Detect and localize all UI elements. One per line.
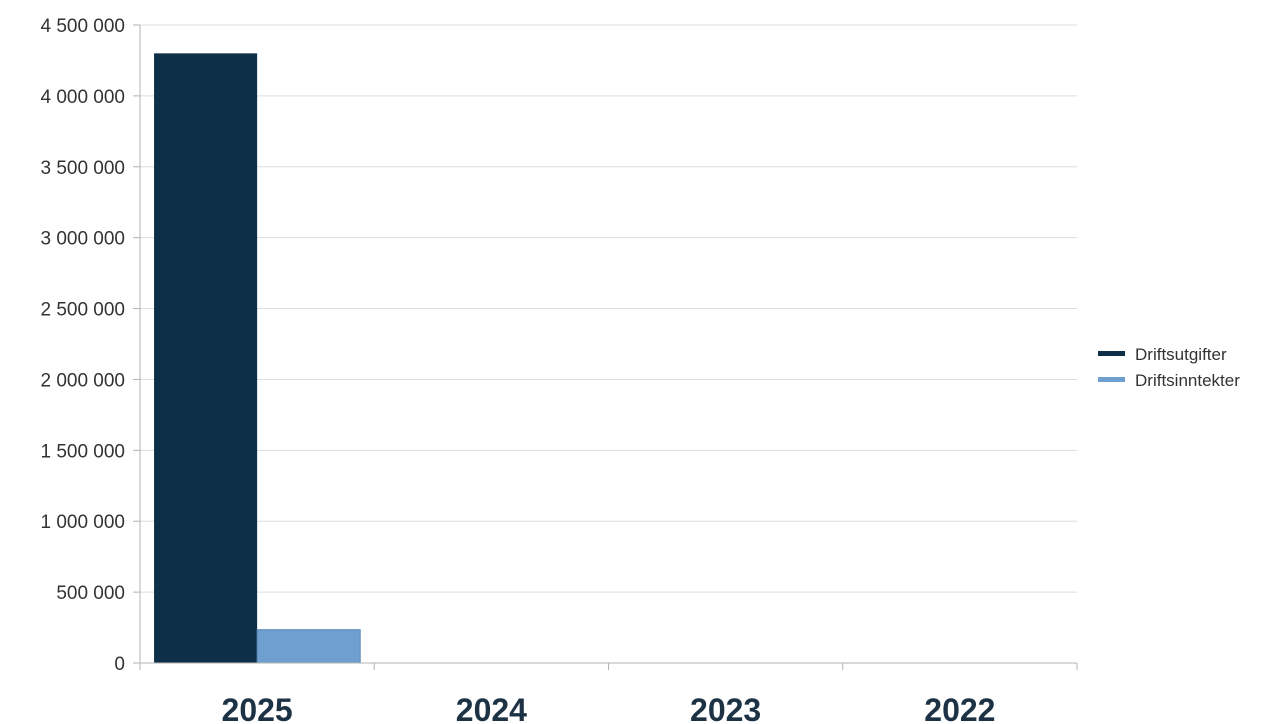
x-tick-label: 2023 xyxy=(690,692,761,724)
y-tick-label: 1 000 000 xyxy=(40,512,125,533)
y-tick-label: 1 500 000 xyxy=(40,441,125,462)
bar-driftsinntekter-2025 xyxy=(256,629,361,664)
y-tick-label: 3 000 000 xyxy=(40,229,125,250)
y-tick-labels: 0 500 000 1 000 000 1 500 000 2 000 000 2 500… xyxy=(40,16,125,675)
y-tick-label: 2 000 000 xyxy=(40,370,125,391)
y-tick-label: 4 500 000 xyxy=(40,16,125,37)
legend-label: Driftsinntekter xyxy=(1135,371,1240,390)
legend: Driftsutgifter Driftsinntekter xyxy=(1098,345,1240,390)
y-tick-label: 4 000 000 xyxy=(40,87,125,108)
x-tick-label: 2024 xyxy=(456,692,527,724)
grid-lines xyxy=(140,24,1077,593)
legend-swatch xyxy=(1098,377,1125,382)
bars-group xyxy=(154,53,361,664)
y-tick-label: 0 xyxy=(114,654,125,675)
x-tick-label: 2022 xyxy=(924,692,995,724)
x-tick-labels: 2025 2024 2023 2022 xyxy=(222,692,996,724)
y-tick-label: 3 500 000 xyxy=(40,158,125,179)
bar-driftsutgifter-2025 xyxy=(154,53,258,664)
x-tick-label: 2025 xyxy=(222,692,293,724)
y-tick-label: 500 000 xyxy=(56,583,125,604)
legend-swatch xyxy=(1098,351,1125,356)
axes xyxy=(133,24,1078,670)
legend-label: Driftsutgifter xyxy=(1135,345,1227,364)
y-tick-label: 2 500 000 xyxy=(40,300,125,321)
